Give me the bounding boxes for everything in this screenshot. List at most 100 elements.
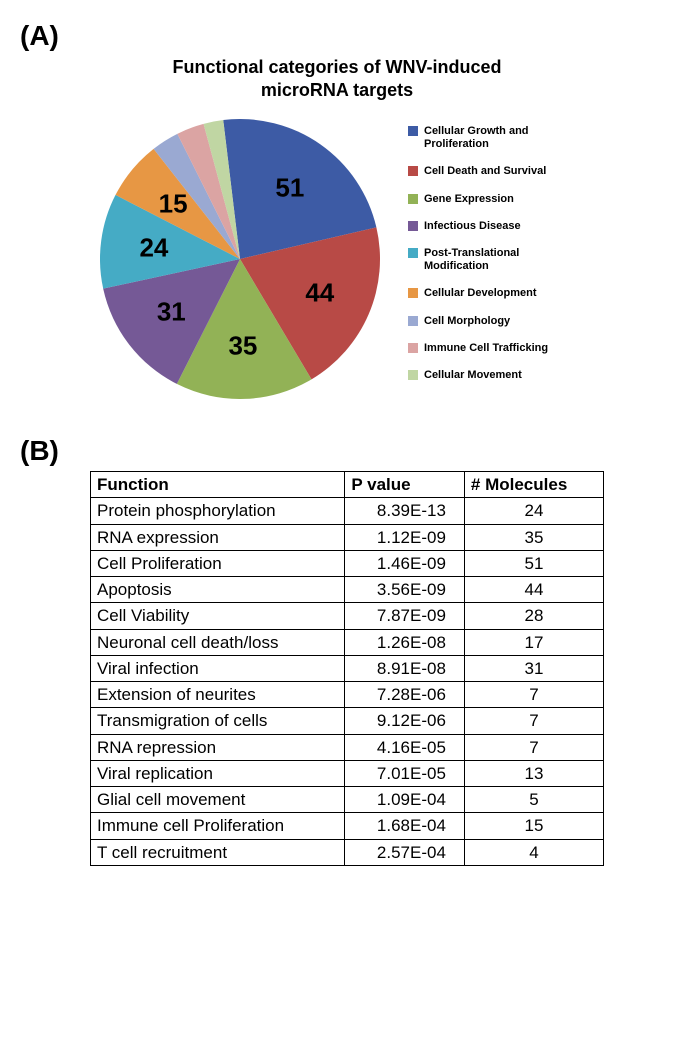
table-cell: 35 (464, 524, 603, 550)
table-header-cell: # Molecules (464, 472, 603, 498)
legend-swatch (408, 221, 418, 231)
legend: Cellular Growth and Proliferation Cell De… (408, 125, 574, 382)
table-wrap: FunctionP value# Molecules Protein phosp… (20, 471, 654, 866)
pie-slice-value: 35 (228, 330, 257, 361)
table-row: Cell Viability7.87E-0928 (91, 603, 604, 629)
table-cell: 2.57E-04 (345, 839, 465, 865)
table-cell: 3.56E-09 (345, 577, 465, 603)
table-header-cell: P value (345, 472, 465, 498)
legend-item: Cell Morphology (408, 315, 574, 328)
table-row: Viral replication7.01E-0513 (91, 760, 604, 786)
legend-swatch (408, 316, 418, 326)
chart-title-line1: Functional categories of WNV-induced (172, 57, 501, 77)
table-cell: RNA expression (91, 524, 345, 550)
chart-title: Functional categories of WNV-induced mic… (127, 56, 547, 101)
legend-swatch (408, 248, 418, 258)
legend-label: Post-Translational Modification (424, 247, 574, 273)
legend-swatch (408, 126, 418, 136)
table-row: Glial cell movement1.09E-045 (91, 787, 604, 813)
table-cell: T cell recruitment (91, 839, 345, 865)
table-row: Immune cell Proliferation1.68E-0415 (91, 813, 604, 839)
legend-item: Infectious Disease (408, 220, 574, 233)
legend-label: Cellular Development (424, 287, 536, 300)
table-cell: 7 (464, 682, 603, 708)
legend-item: Post-Translational Modification (408, 247, 574, 273)
legend-item: Cellular Growth and Proliferation (408, 125, 574, 151)
table-cell: Protein phosphorylation (91, 498, 345, 524)
legend-swatch (408, 288, 418, 298)
pie-slice-value: 44 (305, 278, 334, 309)
chart-title-line2: microRNA targets (261, 80, 413, 100)
table-cell: 4.16E-05 (345, 734, 465, 760)
table-cell: 7.01E-05 (345, 760, 465, 786)
table-cell: Viral infection (91, 655, 345, 681)
table-cell: Immune cell Proliferation (91, 813, 345, 839)
legend-swatch (408, 343, 418, 353)
pie-slice-value: 51 (275, 172, 304, 203)
pie-chart: 51 44 35 31 24 15 (100, 119, 380, 399)
table-cell: Apoptosis (91, 577, 345, 603)
pie-slice-value: 31 (157, 297, 186, 328)
table-cell: 9.12E-06 (345, 708, 465, 734)
table-cell: 8.39E-13 (345, 498, 465, 524)
table-cell: Cell Proliferation (91, 550, 345, 576)
table-cell: 51 (464, 550, 603, 576)
table-cell: 1.12E-09 (345, 524, 465, 550)
legend-label: Gene Expression (424, 193, 514, 206)
table-cell: Extension of neurites (91, 682, 345, 708)
table-cell: 1.46E-09 (345, 550, 465, 576)
table-cell: Glial cell movement (91, 787, 345, 813)
legend-label: Immune Cell Trafficking (424, 342, 548, 355)
table-header-cell: Function (91, 472, 345, 498)
pie-chart-area: 51 44 35 31 24 15 Cellular Growth and Prolife… (20, 119, 654, 399)
table-cell: 17 (464, 629, 603, 655)
table-row: Neuronal cell death/loss1.26E-0817 (91, 629, 604, 655)
table-cell: 4 (464, 839, 603, 865)
table-cell: 5 (464, 787, 603, 813)
table-row: Extension of neurites7.28E-067 (91, 682, 604, 708)
table-cell: 13 (464, 760, 603, 786)
table-row: Protein phosphorylation8.39E-1324 (91, 498, 604, 524)
table-cell: RNA repression (91, 734, 345, 760)
legend-label: Cellular Growth and Proliferation (424, 125, 574, 151)
table-cell: 8.91E-08 (345, 655, 465, 681)
legend-swatch (408, 166, 418, 176)
table-cell: 15 (464, 813, 603, 839)
table-cell: Viral replication (91, 760, 345, 786)
functions-table: FunctionP value# Molecules Protein phosp… (90, 471, 604, 866)
legend-label: Cell Morphology (424, 315, 510, 328)
table-row: Cell Proliferation1.46E-0951 (91, 550, 604, 576)
table-cell: 1.09E-04 (345, 787, 465, 813)
legend-swatch (408, 194, 418, 204)
legend-label: Infectious Disease (424, 220, 521, 233)
table-cell: 7.28E-06 (345, 682, 465, 708)
table-cell: 28 (464, 603, 603, 629)
legend-item: Immune Cell Trafficking (408, 342, 574, 355)
legend-swatch (408, 370, 418, 380)
table-cell: 31 (464, 655, 603, 681)
table-cell: 7 (464, 734, 603, 760)
legend-item: Gene Expression (408, 193, 574, 206)
table-cell: 1.26E-08 (345, 629, 465, 655)
panel-a-label: (A) (20, 20, 654, 52)
table-cell: Transmigration of cells (91, 708, 345, 734)
table-cell: 1.68E-04 (345, 813, 465, 839)
table-cell: 7.87E-09 (345, 603, 465, 629)
legend-item: Cell Death and Survival (408, 165, 574, 178)
legend-item: Cellular Development (408, 287, 574, 300)
pie-slice-value: 15 (159, 188, 188, 219)
table-cell: Cell Viability (91, 603, 345, 629)
table-row: Transmigration of cells9.12E-067 (91, 708, 604, 734)
table-row: RNA expression1.12E-0935 (91, 524, 604, 550)
table-cell: 7 (464, 708, 603, 734)
table-row: T cell recruitment2.57E-044 (91, 839, 604, 865)
panel-b-label: (B) (20, 435, 654, 467)
pie-slice-value: 24 (139, 232, 168, 263)
legend-label: Cellular Movement (424, 369, 522, 382)
legend-item: Cellular Movement (408, 369, 574, 382)
table-row: Viral infection8.91E-0831 (91, 655, 604, 681)
table-cell: 24 (464, 498, 603, 524)
legend-label: Cell Death and Survival (424, 165, 546, 178)
table-row: RNA repression4.16E-057 (91, 734, 604, 760)
table-cell: Neuronal cell death/loss (91, 629, 345, 655)
